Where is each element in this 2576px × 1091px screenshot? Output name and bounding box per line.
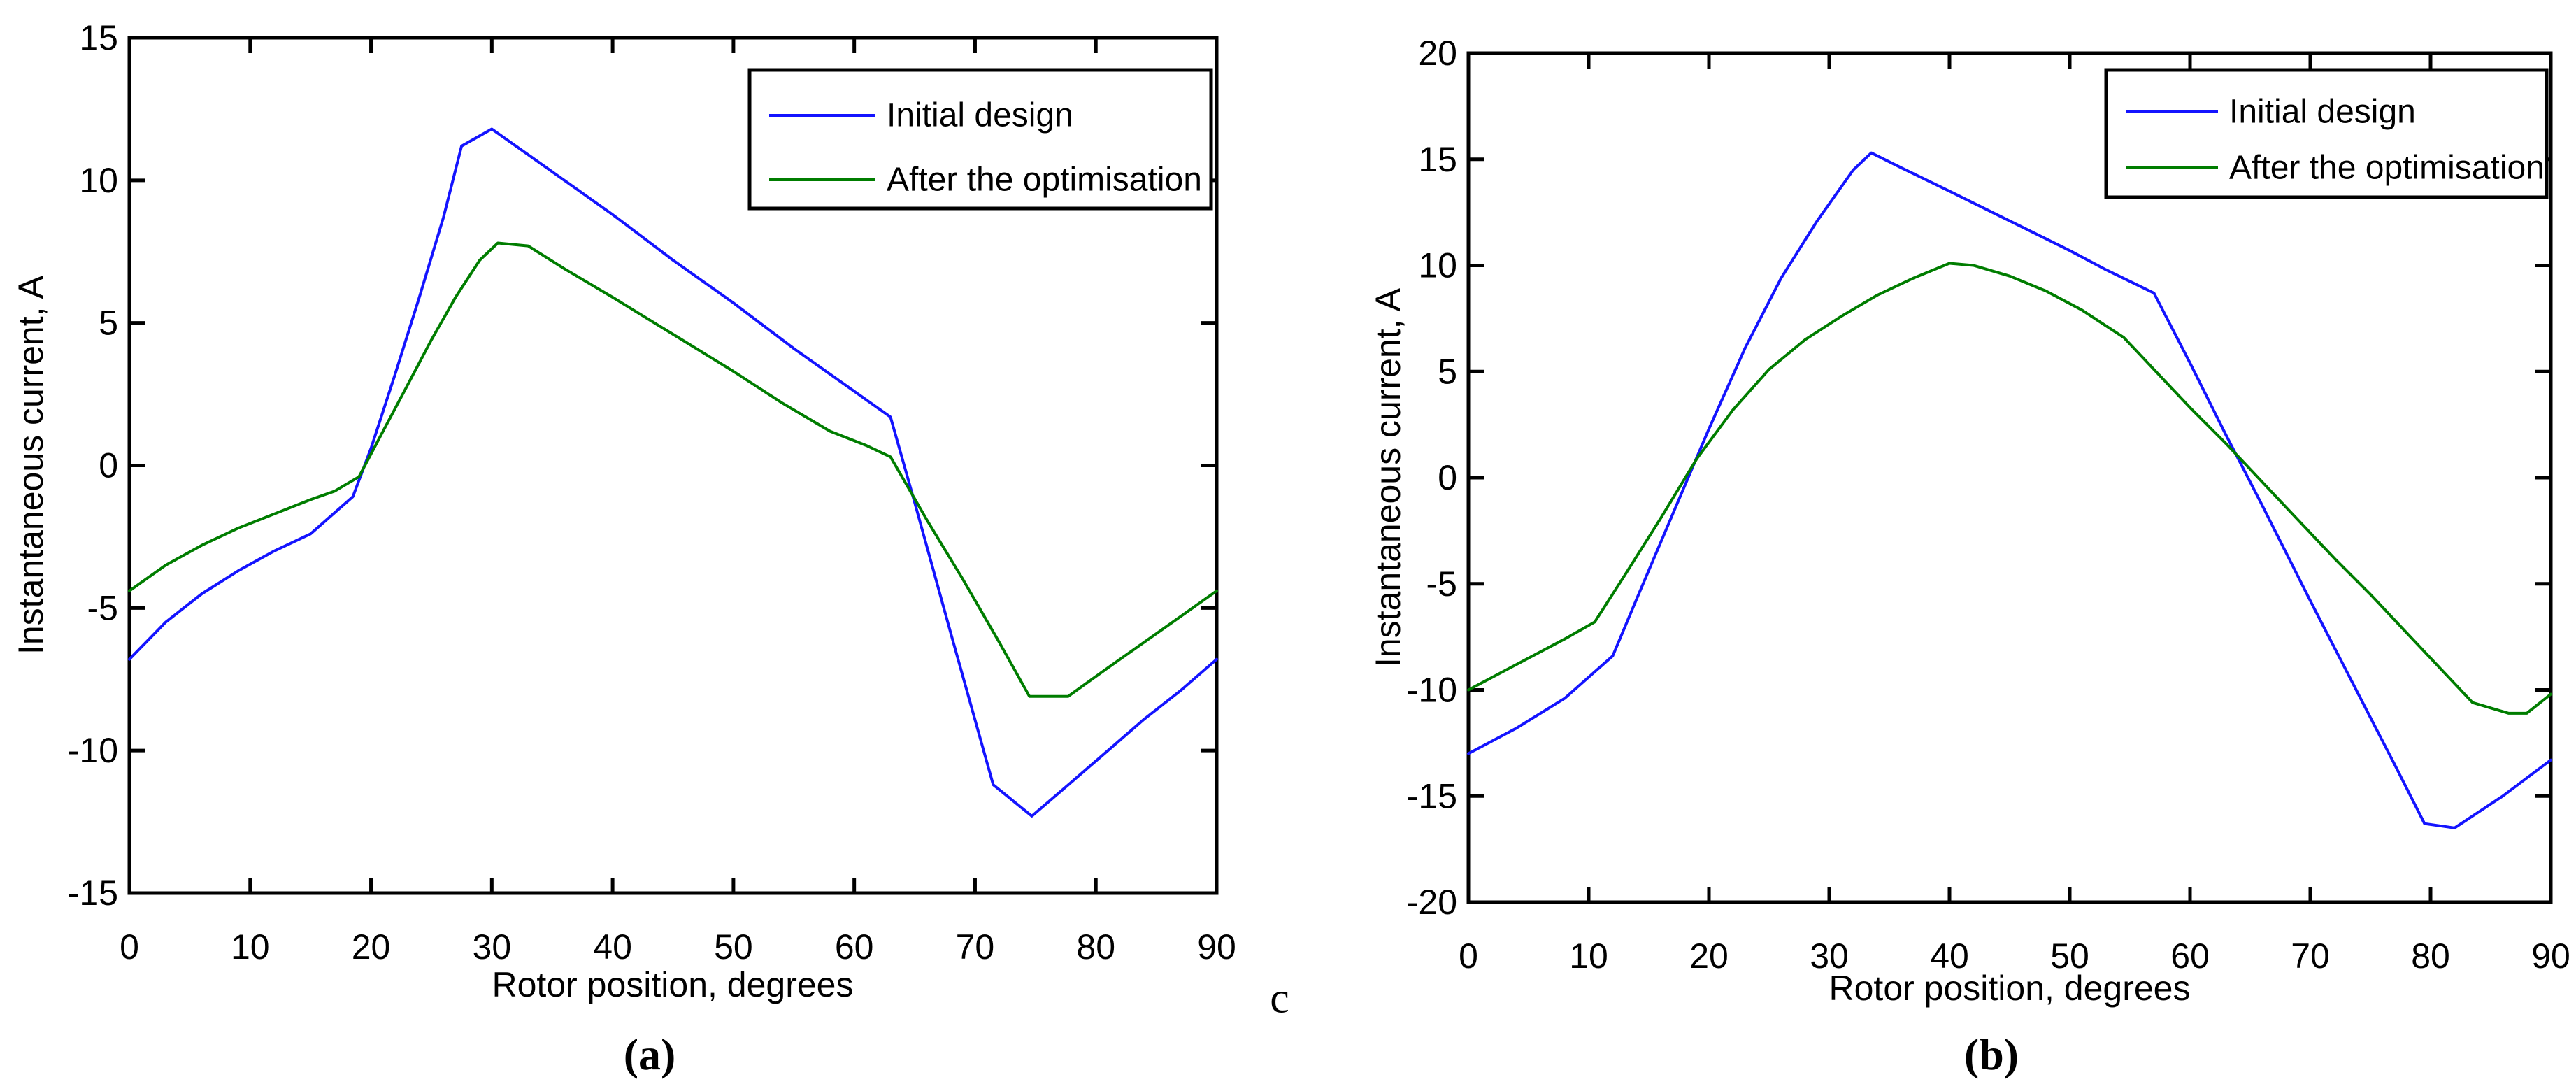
- legend-label: After the optimisation: [2229, 150, 2545, 187]
- y-tick-label: 20: [1418, 34, 1457, 73]
- y-axis-label: Instantaneous current, A: [1368, 287, 1408, 667]
- legend-box: [747, 68, 1213, 211]
- y-tick-label: 0: [1438, 458, 1457, 497]
- y-tick-label: 15: [1418, 140, 1457, 179]
- y-tick-label: 10: [79, 161, 118, 200]
- x-tick-label: 50: [2050, 936, 2089, 976]
- x-tick-label: 90: [2531, 936, 2570, 976]
- y-tick-label: -15: [68, 873, 118, 913]
- caption-b: (b): [1963, 1029, 2019, 1079]
- y-tick-label: -20: [1407, 883, 1457, 922]
- x-tick-label: 10: [231, 927, 270, 967]
- legend-label: Initial design: [2229, 94, 2416, 131]
- x-tick-label: 70: [956, 927, 995, 967]
- y-tick-label: 5: [99, 304, 118, 343]
- y-tick-label: 5: [1438, 352, 1457, 391]
- x-tick-label: 60: [2170, 936, 2210, 976]
- x-tick-label: 60: [835, 927, 874, 967]
- y-tick-label: -5: [1426, 564, 1457, 604]
- series-line-after-optimisation: [128, 241, 1218, 698]
- legend-label: After the optimisation: [887, 162, 1202, 199]
- y-tick-label: -10: [1407, 671, 1457, 710]
- x-tick-label: 0: [120, 927, 139, 967]
- y-tick-label: -5: [87, 588, 118, 627]
- x-tick-label: 0: [1459, 936, 1478, 976]
- x-tick-label: 80: [1076, 927, 1115, 967]
- x-tick-label: 70: [2291, 936, 2330, 976]
- series-line-after-optimisation: [1467, 262, 2552, 715]
- x-tick-label: 80: [2411, 936, 2450, 976]
- x-tick-label: 30: [473, 927, 512, 967]
- x-axis-label: Rotor position, degrees: [1829, 969, 2191, 1008]
- chart-a: 0 10 20 30 40 50 60 70 80 90151050-5-10-15Initial…: [11, 18, 1236, 1004]
- x-tick-label: 90: [1197, 927, 1236, 967]
- x-tick-label: 50: [714, 927, 753, 967]
- legend-label: Initial design: [887, 97, 1073, 134]
- x-tick-label: 20: [1689, 936, 1729, 976]
- y-tick-label: 10: [1418, 246, 1457, 285]
- y-tick-label: 15: [79, 18, 118, 57]
- x-tick-label: 10: [1569, 936, 1608, 976]
- caption-a: (a): [623, 1029, 676, 1079]
- y-tick-label: -15: [1407, 776, 1457, 815]
- y-tick-label: -10: [68, 731, 118, 770]
- y-tick-label: 0: [99, 446, 118, 485]
- x-axis-label: Rotor position, degrees: [492, 965, 854, 1004]
- stray-char-c: c: [1270, 974, 1289, 1022]
- series-line-initial-design: [1467, 151, 2552, 829]
- chart-b: 0 10 20 30 40 50 60 70 80 9020151050-5-10-15-20In…: [1368, 34, 2570, 1008]
- series-line-initial-design: [128, 127, 1218, 818]
- x-tick-label: 40: [1930, 936, 1969, 976]
- y-axis-label: Instantaneous current, A: [11, 275, 50, 655]
- x-tick-label: 30: [1810, 936, 1849, 976]
- x-tick-label: 20: [352, 927, 391, 967]
- legend-box: [2104, 68, 2549, 199]
- x-tick-label: 40: [593, 927, 632, 967]
